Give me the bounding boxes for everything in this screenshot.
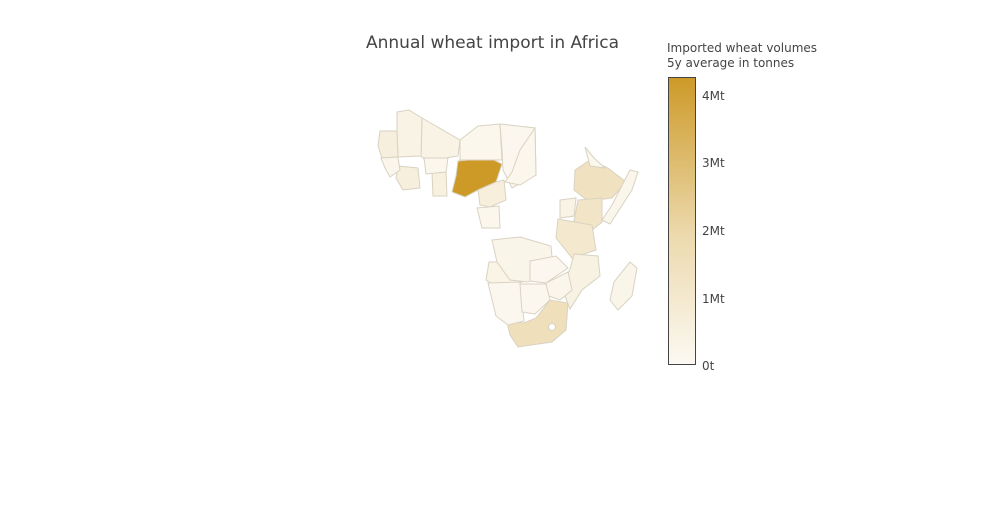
region-lesotho[interactable] <box>548 323 556 331</box>
region-namibia[interactable] <box>487 281 525 326</box>
colorbar-title-line1: Imported wheat volumes <box>667 41 818 55</box>
region-cameroon[interactable] <box>477 179 507 208</box>
region-guinea[interactable] <box>380 156 401 178</box>
region-gabon-congo[interactable] <box>476 205 501 229</box>
chart-title: Annual wheat import in Africa <box>366 33 620 53</box>
colorbar-title-line2: 5y average in tonnes <box>667 56 795 70</box>
colorbar-tick-4mt: 4Mt <box>702 89 725 103</box>
colorbar-tick-2mt: 2Mt <box>702 224 725 238</box>
colorbar-tick-1mt: 1Mt <box>702 292 725 306</box>
region-tanzania[interactable] <box>555 218 597 259</box>
region-niger[interactable] <box>459 123 503 161</box>
region-senegal[interactable] <box>377 130 399 159</box>
region-eritrea[interactable] <box>584 146 607 169</box>
region-somalia[interactable] <box>601 169 639 225</box>
colorbar-title: Imported wheat volumes 5y average in ton… <box>667 41 817 71</box>
region-uganda[interactable] <box>559 197 577 219</box>
colorbar-tick-0t: 0t <box>702 359 715 373</box>
region-ghana[interactable] <box>431 171 448 197</box>
colorbar-tick-3mt: 3Mt <box>702 156 725 170</box>
region-sudan-south[interactable] <box>504 126 537 186</box>
region-zambia[interactable] <box>529 255 569 284</box>
region-burkina[interactable] <box>423 157 449 175</box>
region-south-africa[interactable] <box>506 299 569 348</box>
region-cote-divoire[interactable] <box>395 165 421 191</box>
region-mauritania[interactable] <box>396 109 423 158</box>
colorbar <box>668 77 696 365</box>
region-botswana[interactable] <box>519 283 551 315</box>
region-mozambique[interactable] <box>561 253 601 311</box>
region-madagascar[interactable] <box>609 261 638 311</box>
